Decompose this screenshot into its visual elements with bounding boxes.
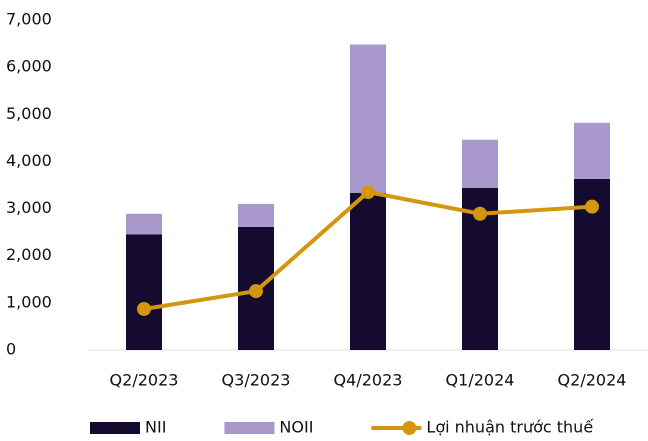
line-marker [585,199,599,214]
y-tick-label: 6,000 [6,57,52,76]
x-tick-label: Q1/2024 [446,371,515,390]
x-tick-label: Q2/2023 [110,371,179,390]
legend-label: NOII [279,418,313,437]
bar [462,139,498,188]
y-tick-label: 3,000 [6,198,52,217]
bar [350,193,386,350]
y-tick-label: 4,000 [6,151,52,170]
bar [574,122,610,179]
y-tick-label: 1,000 [6,292,52,311]
line-marker [473,206,487,221]
bar [126,234,162,350]
legend-label: Lợi nhuận trước thuế [426,418,593,437]
line-marker [137,301,151,316]
x-tick-label: Q3/2023 [222,371,291,390]
y-tick-label: 7,000 [6,10,52,29]
bar [350,44,386,194]
x-tick-label: Q2/2024 [558,371,627,390]
line-marker [249,284,263,299]
legend-label: NII [145,418,166,437]
bar [126,213,162,235]
y-tick-label: 2,000 [6,245,52,264]
line-marker [361,185,375,200]
legend-swatch [224,422,275,434]
legend-marker [402,421,417,435]
legend-swatch [90,422,140,434]
y-tick-label: 5,000 [6,104,52,123]
y-tick-label: 0 [6,340,16,359]
bar [238,203,274,227]
x-tick-label: Q4/2023 [334,371,403,390]
